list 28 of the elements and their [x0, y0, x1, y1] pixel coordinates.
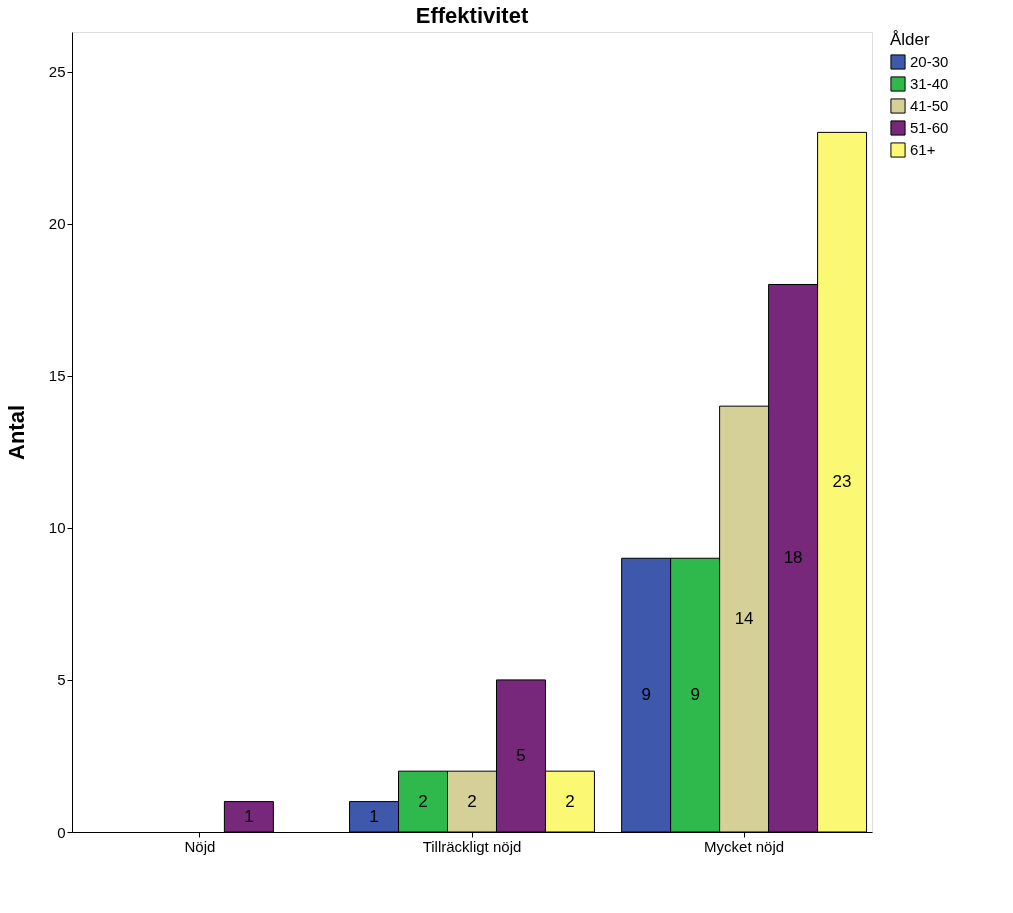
legend-label: 20-30 — [910, 53, 949, 70]
legend-title: Ålder — [890, 30, 931, 49]
y-tick-label: 10 — [48, 519, 66, 537]
data-label: 23 — [832, 472, 852, 492]
data-label: 1 — [369, 806, 379, 826]
y-tick-label: 0 — [57, 823, 66, 841]
y-axis-title: Antal — [3, 405, 29, 460]
y-tick-label: 5 — [57, 671, 66, 689]
data-label: 2 — [467, 791, 477, 811]
y-tick-label: 20 — [48, 215, 66, 233]
chart-title: Effektivitet — [415, 3, 529, 28]
legend-label: 61+ — [910, 141, 936, 158]
x-tick-label: Tillräckligt nöjd — [422, 837, 522, 855]
data-label: 1 — [244, 806, 254, 826]
x-tick-label: Mycket nöjd — [704, 837, 785, 855]
legend-label: 41-50 — [910, 97, 949, 114]
data-label: 2 — [565, 791, 575, 811]
x-tick-label: Nöjd — [184, 837, 216, 855]
data-label: 18 — [783, 548, 803, 568]
y-tick-label: 15 — [48, 367, 66, 385]
data-label: 5 — [516, 745, 526, 765]
data-label: 9 — [641, 685, 651, 705]
data-label: 2 — [418, 791, 428, 811]
data-label: 9 — [690, 685, 700, 705]
data-label: 14 — [734, 609, 754, 629]
legend-label: 51-60 — [910, 119, 949, 136]
y-tick-label: 25 — [48, 63, 66, 81]
legend-label: 31-40 — [910, 75, 949, 92]
